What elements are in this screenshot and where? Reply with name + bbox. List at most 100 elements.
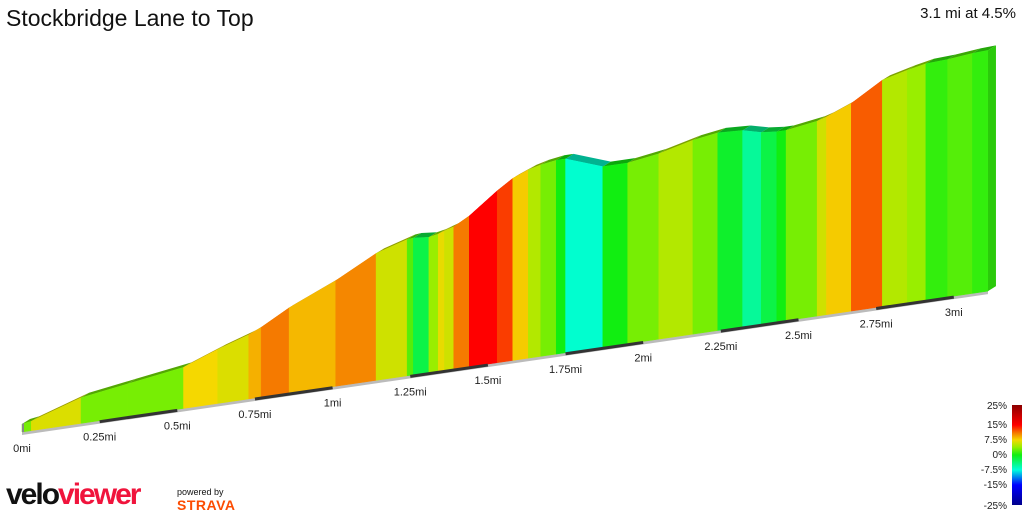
segment-top-26 xyxy=(658,135,701,154)
segment-31 xyxy=(776,130,787,323)
legend-label: -25% xyxy=(984,501,1007,512)
climb-summary: 3.1 mi at 4.5% xyxy=(920,5,1016,22)
segment-6 xyxy=(248,326,262,400)
segment-end-wall xyxy=(987,45,996,292)
gradient-segments xyxy=(21,45,996,433)
segment-top-11 xyxy=(407,232,422,240)
x-tick-label: 0.25mi xyxy=(83,432,116,444)
legend-label: -7.5% xyxy=(981,465,1007,476)
segment-top-29 xyxy=(742,125,770,133)
segment-9 xyxy=(335,252,377,387)
segment-top-25 xyxy=(627,148,667,163)
segment-top-22 xyxy=(556,153,574,161)
segment-8 xyxy=(288,280,336,394)
distance-band xyxy=(720,318,799,333)
segment-24 xyxy=(602,162,628,348)
segment-5 xyxy=(217,334,249,404)
distance-band xyxy=(254,386,333,401)
segment-15 xyxy=(444,226,454,371)
segment-27 xyxy=(692,132,718,335)
strava-logo: STRAVA xyxy=(177,497,236,513)
legend-label: 15% xyxy=(987,420,1007,431)
segment-33 xyxy=(816,116,827,317)
gradient-legend: 25% 15% 7.5% 0% -7.5% -15% -25% xyxy=(981,401,1022,512)
segment-28 xyxy=(717,130,743,331)
segment-top-12 xyxy=(413,232,437,238)
segment-17 xyxy=(469,190,498,368)
x-tick-label: 2.5mi xyxy=(785,330,812,342)
segment-39 xyxy=(947,53,973,298)
distance-ticks: 0mi 0.25mi 0.5mi 0.75mi 1mi 1.25mi 1.5mi 1.75mi… xyxy=(13,295,963,455)
distance-band xyxy=(565,340,644,356)
segment-top-5 xyxy=(217,329,257,350)
x-tick-label: 1.75mi xyxy=(549,364,582,376)
segment-top-27 xyxy=(692,127,726,141)
segment-4 xyxy=(183,349,218,409)
distance-band xyxy=(875,295,955,310)
segment-26 xyxy=(658,139,694,340)
x-tick-label: 0mi xyxy=(13,443,31,455)
segment-top-32 xyxy=(786,116,826,131)
segment-35 xyxy=(851,79,883,312)
segment-23 xyxy=(565,158,604,354)
segment-top-39 xyxy=(947,48,981,60)
segment-40 xyxy=(972,50,989,294)
segment-14 xyxy=(437,230,445,372)
segment-34 xyxy=(826,102,852,315)
segment-top-40 xyxy=(972,45,996,54)
segment-12 xyxy=(413,237,430,376)
segment-29 xyxy=(742,130,762,328)
x-tick-label: 2.25mi xyxy=(704,341,737,353)
segment-top-31 xyxy=(776,125,795,132)
legend-label: 0% xyxy=(993,450,1008,461)
segment-top-23 xyxy=(565,153,611,167)
distance-band xyxy=(410,363,489,378)
segment-top-20 xyxy=(528,159,549,170)
segment-20 xyxy=(528,164,541,359)
segment-top-30 xyxy=(761,126,785,133)
x-tick-label: 2.75mi xyxy=(860,318,893,330)
segment-top-21 xyxy=(540,155,565,165)
x-tick-label: 0.75mi xyxy=(238,409,271,421)
segment-top-37 xyxy=(907,58,934,71)
segment-22 xyxy=(555,158,566,355)
powered-by-label: powered by xyxy=(177,487,224,497)
segment-38 xyxy=(925,59,948,301)
segment-start-wall xyxy=(22,423,24,432)
x-tick-label: 2mi xyxy=(634,352,652,364)
distance-band xyxy=(99,408,178,424)
chart-title: Stockbridge Lane to Top xyxy=(6,5,254,31)
segment-top-1 xyxy=(31,392,90,422)
x-tick-label: 0.5mi xyxy=(164,420,191,432)
segment-21 xyxy=(540,159,557,357)
x-tick-label: 3mi xyxy=(945,307,963,319)
segment-32 xyxy=(785,120,818,321)
legend-label: -15% xyxy=(984,480,1007,491)
segment-13 xyxy=(428,233,439,373)
segment-top-36 xyxy=(882,65,916,81)
x-tick-label: 1.25mi xyxy=(394,386,427,398)
segment-top-28 xyxy=(717,125,751,133)
segment-top-2 xyxy=(81,378,136,398)
segment-18 xyxy=(496,177,513,364)
segment-top-13 xyxy=(428,229,447,238)
segment-top-24 xyxy=(602,157,636,167)
segment-36 xyxy=(882,69,908,307)
segment-top-3 xyxy=(127,362,192,384)
segment-37 xyxy=(906,63,927,304)
segment-7 xyxy=(260,307,290,398)
segment-top-38 xyxy=(925,54,956,64)
segment-11 xyxy=(406,237,414,377)
x-tick-label: 1mi xyxy=(324,398,342,410)
segment-16 xyxy=(453,215,470,370)
segment-10 xyxy=(375,239,408,381)
segment-top-0 xyxy=(22,416,40,424)
legend-label: 25% xyxy=(987,401,1007,412)
legend-color-bar xyxy=(1012,405,1022,505)
legend-label: 7.5% xyxy=(984,435,1007,446)
segment-25 xyxy=(627,153,659,344)
segment-30 xyxy=(760,131,778,325)
segment-top-10 xyxy=(376,234,416,254)
x-tick-label: 1.5mi xyxy=(474,375,501,387)
